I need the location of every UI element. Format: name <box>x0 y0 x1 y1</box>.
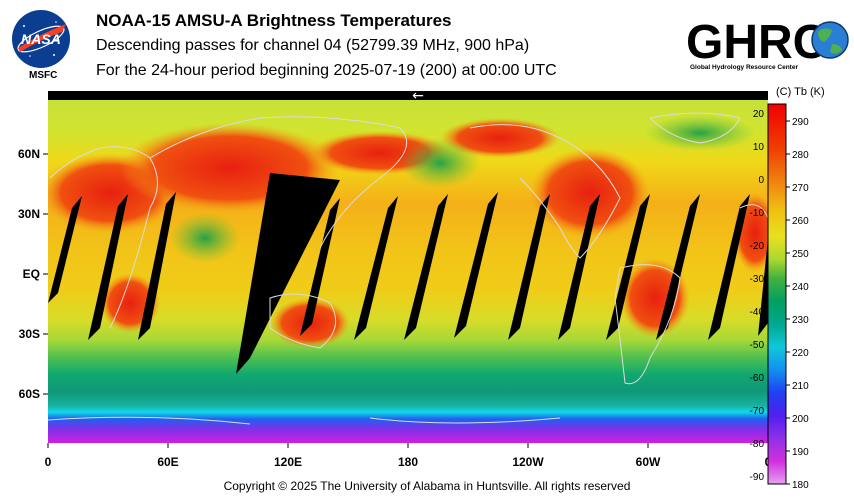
lon-label-120w: 120W <box>512 455 544 469</box>
colorbar-kelvin-tick: 180 <box>792 480 809 491</box>
colorbar-gradient <box>767 103 787 485</box>
ghrc-subtitle: Global Hydrology Resource Center <box>690 64 798 71</box>
msfc-label: MSFC <box>29 70 58 81</box>
north-america-hot <box>530 148 650 238</box>
lat-label-30s: 30S <box>19 327 40 341</box>
colorbar-celsius-tick: 20 <box>753 109 765 120</box>
colorbar-celsius-tick: -20 <box>750 241 765 252</box>
lat-label-60n: 60N <box>18 147 40 161</box>
north-pacific-cool <box>400 138 480 188</box>
colorbar-kelvin-tick: 230 <box>792 315 809 326</box>
colorbar-celsius-tick: -70 <box>750 406 765 417</box>
colorbar-celsius-tick: 0 <box>758 175 764 186</box>
lat-label-30n: 30N <box>18 207 40 221</box>
colorbar-celsius-tick: -10 <box>750 208 765 219</box>
colorbar-ticks: 20 290 10 280 0 270 -10 260 -20 250 -30 240 -40 230 -5… <box>750 109 810 491</box>
colorbar-kelvin-tick: 260 <box>792 216 809 227</box>
colorbar-kelvin-tick: 270 <box>792 183 809 194</box>
map-subtitle-period: For the 24-hour period beginning 2025-07… <box>96 62 557 79</box>
colorbar-celsius-tick: -90 <box>750 472 765 483</box>
lon-label-120e: 120E <box>274 455 302 469</box>
brightness-temperature-map: ← <box>18 88 773 469</box>
dateline-arrow-icon: ← <box>412 88 424 104</box>
lon-label-60e: 60E <box>157 455 178 469</box>
colorbar-kelvin-tick: 210 <box>792 381 809 392</box>
copyright-text: Copyright © 2025 The University of Alaba… <box>223 479 631 493</box>
map-subtitle-channel: Descending passes for channel 04 (52799.… <box>96 37 530 54</box>
lon-label-0-west: 0 <box>45 455 52 469</box>
lon-label-180: 180 <box>398 455 418 469</box>
swath-gaps <box>48 173 768 374</box>
colorbar-celsius-tick: -50 <box>750 340 765 351</box>
ghrc-logo-text: GHRC <box>686 16 827 69</box>
coastlines <box>48 112 768 425</box>
top-no-data-band <box>48 91 768 100</box>
lon-label-60w: 60W <box>636 455 661 469</box>
colorbar-celsius-tick: 10 <box>753 142 765 153</box>
colorbar: 20 290 10 280 0 270 -10 260 -20 250 -30 240 -40 230 -5… <box>750 103 809 491</box>
colorbar-kelvin-tick: 250 <box>792 249 809 260</box>
colorbar-kelvin-tick: 220 <box>792 348 809 359</box>
colorbar-units-label: (C) Tb (K) <box>776 86 825 98</box>
colorbar-kelvin-tick: 280 <box>792 150 809 161</box>
colorbar-celsius-tick: -60 <box>750 373 765 384</box>
ghrc-logo: GHRC <box>686 16 849 69</box>
map-title: NOAA-15 AMSU-A Brightness Temperatures <box>96 11 452 30</box>
colorbar-kelvin-tick: 200 <box>792 414 809 425</box>
lat-label-60s: 60S <box>19 387 40 401</box>
colorbar-celsius-tick: -30 <box>750 274 765 285</box>
nasa-logo-text: NASA <box>21 31 61 47</box>
colorbar-kelvin-tick: 240 <box>792 282 809 293</box>
colorbar-celsius-tick: -40 <box>750 307 765 318</box>
colorbar-celsius-tick: -80 <box>750 439 765 450</box>
lat-label-eq: EQ <box>23 267 40 281</box>
colorbar-kelvin-tick: 190 <box>792 447 809 458</box>
colorbar-kelvin-tick: 290 <box>792 117 809 128</box>
nasa-logo: NASA <box>12 10 70 68</box>
greenland-cool <box>645 115 755 151</box>
tibet-cool <box>170 213 240 263</box>
